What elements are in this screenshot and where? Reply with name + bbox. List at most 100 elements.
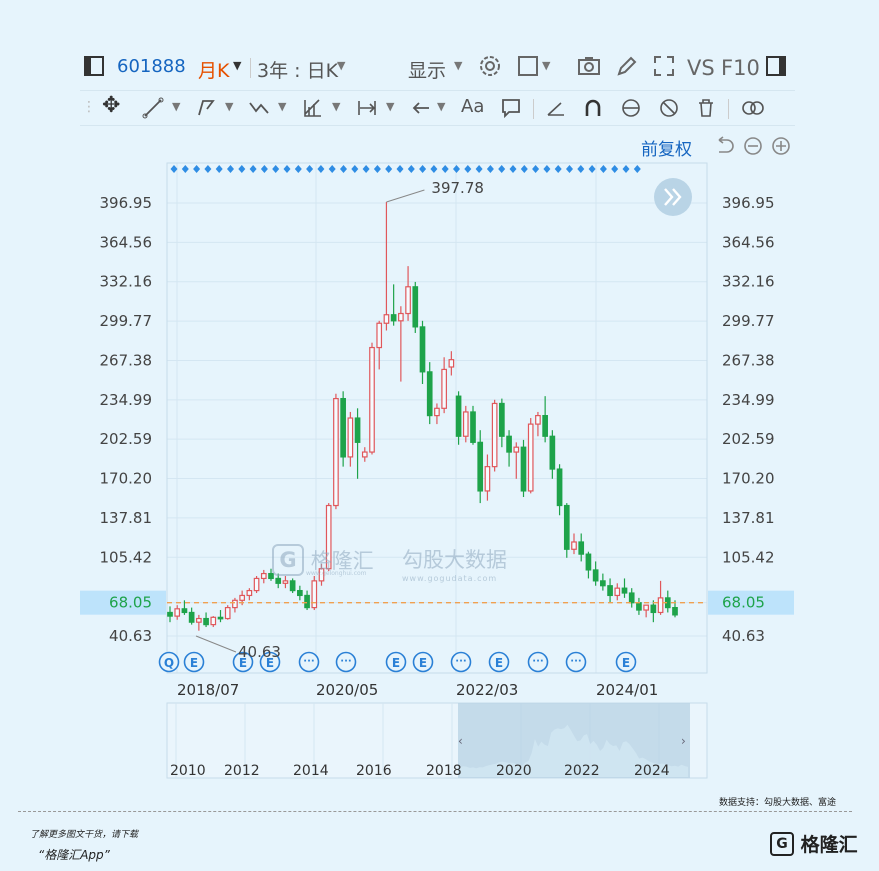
grip-icon[interactable]: ⋮ (82, 99, 96, 115)
event-marker[interactable]: E (488, 651, 510, 673)
line-tool-icon[interactable] (142, 97, 164, 119)
dividend-marker-icon[interactable] (249, 165, 257, 173)
dividend-marker-icon[interactable] (306, 165, 314, 173)
event-marker[interactable]: ··· (565, 651, 587, 673)
dividend-marker-icon[interactable] (588, 165, 596, 173)
dividend-marker-icon[interactable] (260, 165, 268, 173)
event-marker[interactable]: E (385, 651, 407, 673)
range-selector[interactable]: 3年 : 日K (257, 60, 339, 82)
event-marker[interactable]: E (615, 651, 637, 673)
chevron-down-icon[interactable]: ▼ (386, 100, 395, 113)
fibonacci-tool-icon[interactable] (302, 97, 324, 119)
navigator-right-handle-icon[interactable]: › (681, 734, 686, 748)
dividend-marker-icon[interactable] (577, 165, 585, 173)
dividend-marker-icon[interactable] (566, 165, 573, 173)
dividend-marker-icon[interactable] (340, 165, 347, 173)
undo-icon[interactable] (718, 136, 734, 153)
dividend-marker-icon[interactable] (215, 165, 223, 173)
dividend-marker-icon[interactable] (441, 165, 449, 173)
magnet-icon[interactable] (582, 97, 604, 119)
right-panel-toggle-icon[interactable] (764, 54, 788, 78)
dividend-marker-icon[interactable] (283, 165, 291, 173)
event-marker[interactable]: E (412, 651, 434, 673)
event-marker[interactable]: Q (158, 651, 180, 673)
dividend-marker-icon[interactable] (633, 165, 641, 173)
square-select-icon[interactable] (516, 54, 540, 78)
dividend-marker-icon[interactable] (272, 165, 280, 173)
dividend-marker-icon[interactable] (543, 165, 551, 173)
dividend-marker-icon[interactable] (622, 165, 630, 173)
chevron-down-icon[interactable]: ▼ (337, 59, 346, 72)
dividend-marker-icon[interactable] (453, 165, 460, 173)
gear-icon[interactable] (478, 54, 502, 78)
dividend-marker-icon[interactable] (611, 165, 619, 173)
dividend-marker-icon[interactable] (294, 165, 302, 173)
dividend-marker-icon[interactable] (373, 165, 381, 173)
chevron-down-icon[interactable]: ▼ (437, 100, 446, 113)
lock-drawings-icon[interactable] (620, 97, 642, 119)
dividend-marker-icon[interactable] (486, 165, 494, 173)
dividend-marker-icon[interactable] (520, 165, 528, 173)
dividend-marker-icon[interactable] (554, 165, 562, 173)
camera-icon[interactable] (577, 54, 601, 78)
dividend-marker-icon[interactable] (396, 165, 404, 173)
vs-button[interactable]: VS (687, 56, 715, 80)
chevron-down-icon[interactable]: ▼ (332, 100, 341, 113)
dividend-marker-icon[interactable] (170, 165, 178, 173)
dividend-marker-icon[interactable] (407, 165, 415, 173)
dividend-marker-icon[interactable] (193, 165, 201, 173)
dividend-marker-icon[interactable] (227, 165, 234, 173)
event-marker[interactable]: ··· (298, 651, 320, 673)
dividend-marker-icon[interactable] (328, 165, 336, 173)
event-marker[interactable]: ··· (527, 651, 549, 673)
chevron-down-icon[interactable]: ▼ (172, 100, 181, 113)
f10-button[interactable]: F10 (721, 56, 760, 80)
scroll-forward-button[interactable] (654, 178, 692, 216)
channel-tool-icon[interactable] (195, 97, 217, 119)
dividend-marker-icon[interactable] (475, 165, 483, 173)
chevron-down-icon[interactable]: ▼ (278, 100, 287, 113)
angle-tool-icon[interactable] (545, 97, 567, 119)
event-marker[interactable]: E (183, 651, 205, 673)
sidebar-toggle-icon[interactable] (82, 54, 106, 78)
arrow-tool-icon[interactable] (410, 97, 432, 119)
zoom-in-icon[interactable] (772, 137, 790, 155)
dividend-marker-icon[interactable] (464, 165, 472, 173)
event-marker[interactable]: E (232, 651, 254, 673)
trash-icon[interactable] (695, 97, 717, 119)
text-tool-button[interactable]: Aa (461, 96, 485, 117)
display-menu[interactable]: 显示 (408, 60, 447, 82)
wave-tool-icon[interactable] (248, 97, 270, 119)
event-marker[interactable]: ··· (335, 651, 357, 673)
fullscreen-icon[interactable] (652, 54, 676, 78)
chevron-down-icon[interactable]: ▼ (233, 59, 242, 72)
dividend-marker-icon[interactable] (238, 165, 246, 173)
pencil-icon[interactable] (615, 54, 639, 78)
zoom-out-icon[interactable] (744, 137, 762, 155)
chevron-down-icon[interactable]: ▼ (454, 59, 463, 72)
navigator-pane[interactable]: ‹ › 2010 2012 2014 2016 2018 2020 2022 2024 (166, 702, 708, 779)
dividend-marker-icon[interactable] (385, 165, 393, 173)
comment-tool-icon[interactable] (500, 97, 522, 119)
dividend-marker-icon[interactable] (204, 165, 212, 173)
dividend-marker-icon[interactable] (532, 165, 540, 173)
chevron-down-icon[interactable]: ▼ (542, 59, 551, 72)
compare-overlay-icon[interactable] (740, 97, 766, 119)
chevron-down-icon[interactable]: ▼ (225, 100, 234, 113)
dividend-marker-icon[interactable] (351, 165, 359, 173)
dividend-marker-icon[interactable] (181, 165, 189, 173)
dividend-marker-icon[interactable] (419, 165, 427, 173)
event-marker[interactable]: ··· (450, 651, 472, 673)
dividend-marker-icon[interactable] (509, 165, 517, 173)
move-icon[interactable]: ✥ (102, 93, 121, 118)
stock-code[interactable]: 601888 (117, 56, 186, 77)
measure-tool-icon[interactable] (356, 97, 378, 119)
dividend-marker-icon[interactable] (498, 165, 506, 173)
dividend-marker-icon[interactable] (317, 165, 325, 173)
price-adjust-selector[interactable]: 前复权 (641, 140, 692, 160)
navigator-left-handle-icon[interactable]: ‹ (458, 734, 463, 748)
period-selector[interactable]: 月K (198, 60, 230, 82)
dividend-marker-icon[interactable] (362, 165, 370, 173)
hide-drawings-icon[interactable] (658, 97, 680, 119)
event-marker[interactable]: E (259, 651, 281, 673)
